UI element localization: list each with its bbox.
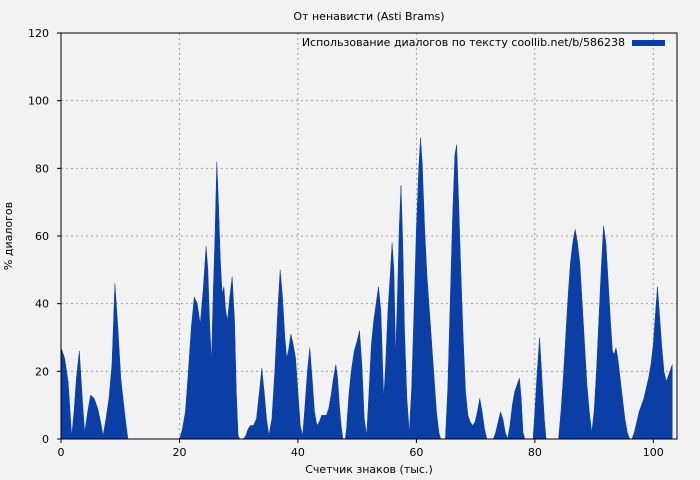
x-tick-label: 60 — [409, 446, 423, 459]
axis-ticks: 0 20 40 60 80 100 0 20 40 60 80 100 120 — [28, 27, 664, 459]
y-tick-label: 0 — [42, 433, 49, 446]
x-tick-label: 40 — [291, 446, 305, 459]
y-tick-label: 80 — [35, 162, 49, 175]
y-tick-label: 20 — [35, 365, 49, 378]
y-tick-label: 40 — [35, 298, 49, 311]
legend: Использование диалогов по тексту coollib… — [302, 36, 665, 49]
y-tick-label: 120 — [28, 27, 49, 40]
x-tick-label: 0 — [58, 446, 65, 459]
x-axis-label: Счетчик знаков (тыс.) — [305, 463, 433, 476]
x-tick-label: 80 — [528, 446, 542, 459]
x-tick-label: 20 — [172, 446, 186, 459]
series-area — [60, 137, 673, 440]
y-tick-label: 60 — [35, 230, 49, 243]
legend-label: Использование диалогов по тексту coollib… — [302, 36, 625, 49]
chart-title: От ненависти (Asti Brams) — [293, 10, 444, 23]
series-area-group — [60, 137, 673, 440]
y-axis-label: % диалогов — [2, 202, 15, 270]
x-tick-label: 100 — [643, 446, 664, 459]
legend-swatch — [632, 40, 665, 46]
y-tick-label: 100 — [28, 95, 49, 108]
